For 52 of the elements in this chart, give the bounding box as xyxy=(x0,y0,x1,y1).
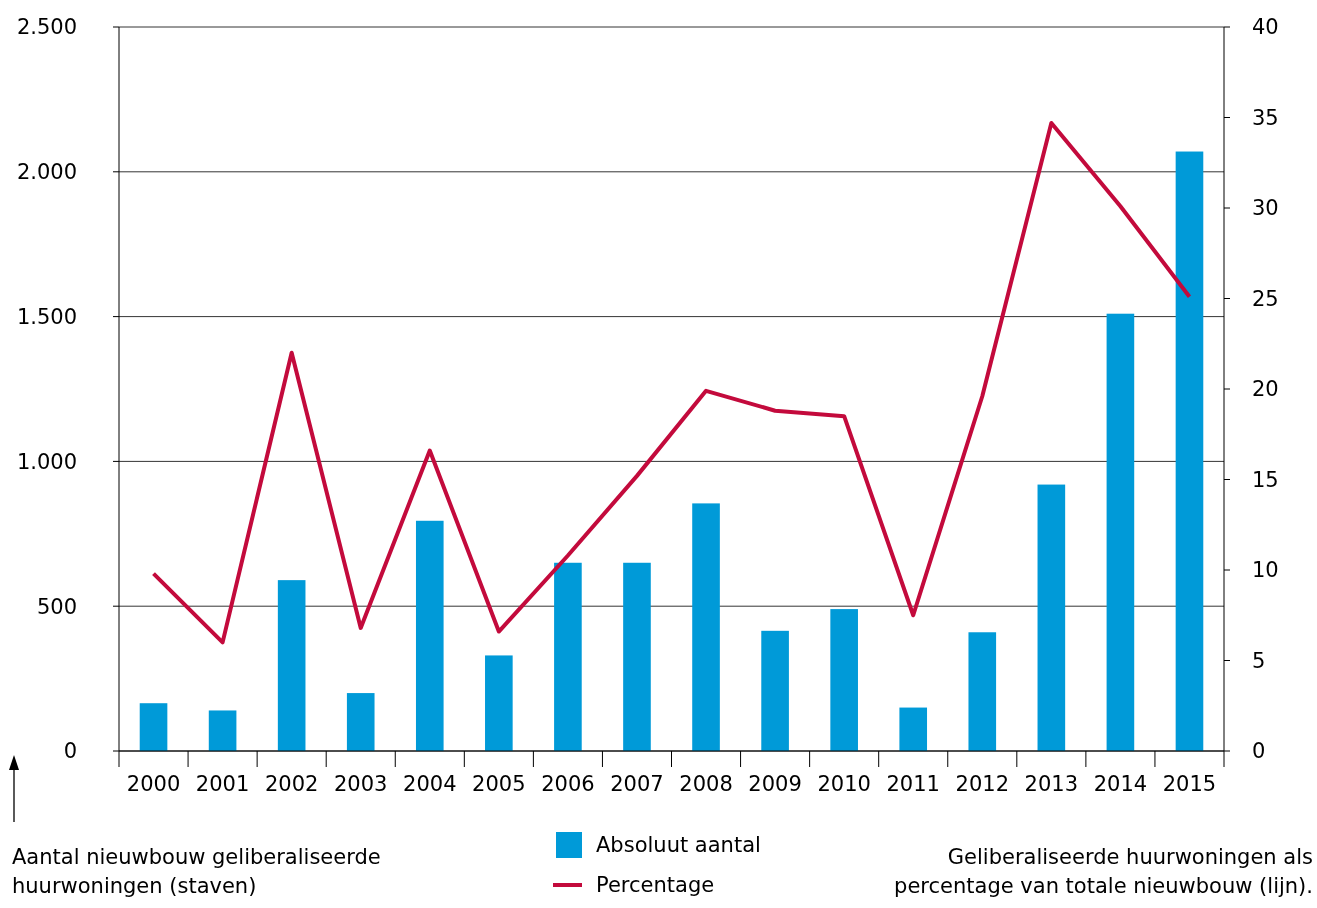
x-tick-label: 2002 xyxy=(264,772,319,796)
x-tick-label: 2011 xyxy=(886,772,940,796)
y2-tick-label: 5 xyxy=(1252,648,1266,673)
y2-tick-label: 20 xyxy=(1252,377,1279,402)
x-tick-label: 2008 xyxy=(679,772,733,796)
y-tick-label: 2.500 xyxy=(16,15,77,40)
x-tick-label: 2014 xyxy=(1093,772,1148,796)
bar xyxy=(830,609,858,751)
legend-label: Percentage xyxy=(596,873,715,898)
bar xyxy=(485,655,513,751)
x-tick-label: 2010 xyxy=(817,772,871,796)
line-series xyxy=(151,120,1192,645)
text: Geliberaliseerde huurwoningen als percentage van totale nieuwbouw (lijn). xyxy=(894,845,1313,898)
y2-tick-label: 40 xyxy=(1252,15,1279,40)
bar xyxy=(623,562,651,751)
y-tick-label: 1.000 xyxy=(16,449,77,474)
x-tick-label: 2006 xyxy=(541,772,595,796)
y2-tick-label: 35 xyxy=(1252,105,1279,130)
bar xyxy=(208,710,237,751)
bar xyxy=(899,707,928,751)
y-tick-label: 1.500 xyxy=(16,304,77,329)
x-tick-label: 2001 xyxy=(195,772,250,796)
bar xyxy=(139,703,168,751)
legend-label: Absoluut aantal xyxy=(596,833,761,858)
bar xyxy=(415,520,444,751)
y2-tick-label: 15 xyxy=(1252,467,1279,492)
x-tick-label: 2015 xyxy=(1162,772,1217,796)
y2-tick-label: 10 xyxy=(1252,558,1279,583)
bar xyxy=(554,562,582,751)
bar xyxy=(1037,484,1066,751)
bar xyxy=(1106,313,1135,751)
x-tick-label: 2012 xyxy=(955,772,1010,796)
bar xyxy=(968,632,997,751)
y2-tick-label: 30 xyxy=(1252,196,1279,221)
y-axis-title: Aantal nieuwbouw geliberaliseerde huurwoningen (staven) xyxy=(12,845,381,898)
y2-tick-label: 25 xyxy=(1252,286,1279,311)
y-tick-label: 2.000 xyxy=(16,160,77,185)
bar xyxy=(692,503,720,751)
x-tick-label: 2004 xyxy=(403,772,457,796)
bar xyxy=(761,630,789,751)
x-tick-label: 2013 xyxy=(1024,772,1079,796)
x-tick-label: 2007 xyxy=(610,772,664,796)
y2-tick-label: 0 xyxy=(1252,739,1266,764)
bar xyxy=(1175,151,1204,751)
x-tick-label: 2000 xyxy=(126,772,181,796)
x-tick-label: 2003 xyxy=(333,772,388,796)
y-tick-label: 500 xyxy=(36,594,77,619)
bar xyxy=(277,580,306,751)
x-tick-label: 2005 xyxy=(472,772,526,796)
bar xyxy=(346,693,375,751)
x-tick-label: 2009 xyxy=(748,772,802,796)
y-tick-label: 0 xyxy=(63,739,77,764)
